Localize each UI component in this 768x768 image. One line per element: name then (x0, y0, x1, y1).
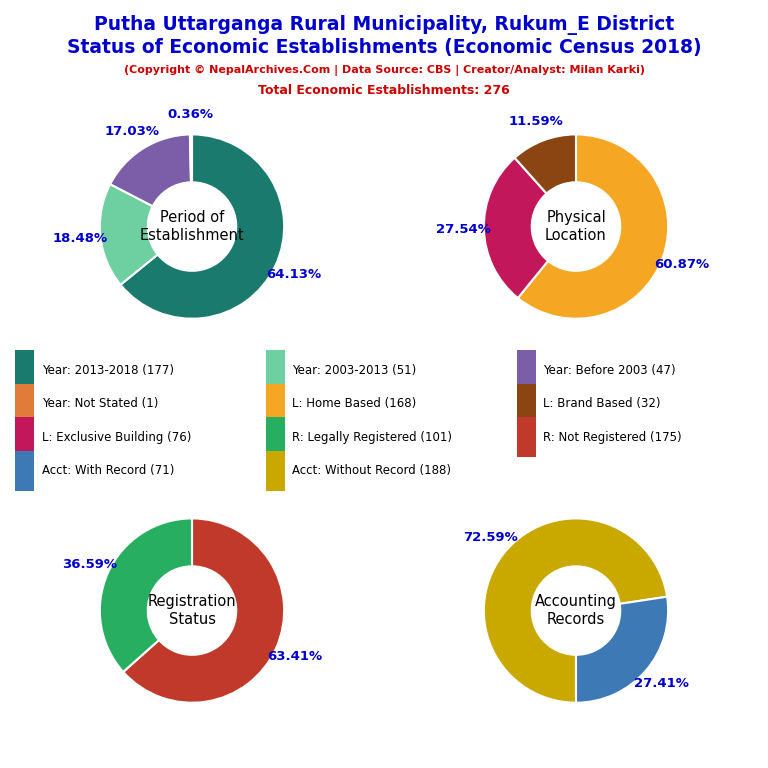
Bar (266, 451, 285, 491)
Text: 60.87%: 60.87% (654, 258, 710, 270)
Wedge shape (484, 518, 667, 703)
Text: Physical
Location: Physical Location (545, 210, 607, 243)
Text: 72.59%: 72.59% (463, 531, 518, 544)
Text: 27.41%: 27.41% (634, 677, 689, 690)
Text: Acct: Without Record (188): Acct: Without Record (188) (293, 465, 452, 478)
Text: L: Home Based (168): L: Home Based (168) (293, 397, 417, 410)
Wedge shape (100, 184, 157, 285)
Text: 11.59%: 11.59% (508, 115, 564, 128)
Bar (266, 383, 285, 424)
Text: Year: Before 2003 (47): Year: Before 2003 (47) (543, 363, 676, 376)
Text: 18.48%: 18.48% (52, 232, 108, 244)
Text: Year: 2003-2013 (51): Year: 2003-2013 (51) (293, 363, 417, 376)
Bar (266, 417, 285, 458)
Wedge shape (515, 134, 576, 194)
Text: Total Economic Establishments: 276: Total Economic Establishments: 276 (258, 84, 510, 98)
Text: Year: 2013-2018 (177): Year: 2013-2018 (177) (41, 363, 174, 376)
Text: R: Legally Registered (101): R: Legally Registered (101) (293, 431, 452, 444)
Text: Year: Not Stated (1): Year: Not Stated (1) (41, 397, 158, 410)
Wedge shape (484, 157, 548, 298)
Text: Status of Economic Establishments (Economic Census 2018): Status of Economic Establishments (Econo… (67, 38, 701, 58)
Text: 36.59%: 36.59% (62, 558, 117, 571)
Text: Registration
Status: Registration Status (147, 594, 237, 627)
Text: Period of
Establishment: Period of Establishment (140, 210, 244, 243)
Text: 0.36%: 0.36% (167, 108, 214, 121)
Text: 27.54%: 27.54% (436, 223, 491, 236)
Bar (517, 383, 536, 424)
Text: L: Brand Based (32): L: Brand Based (32) (543, 397, 660, 410)
Bar (15, 350, 34, 390)
Wedge shape (123, 518, 284, 703)
Text: 17.03%: 17.03% (105, 124, 160, 137)
Bar (15, 383, 34, 424)
Text: Accounting
Records: Accounting Records (535, 594, 617, 627)
Wedge shape (110, 134, 191, 206)
Bar (517, 350, 536, 390)
Text: R: Not Registered (175): R: Not Registered (175) (543, 431, 682, 444)
Bar (517, 417, 536, 458)
Bar (15, 451, 34, 491)
Text: (Copyright © NepalArchives.Com | Data Source: CBS | Creator/Analyst: Milan Karki: (Copyright © NepalArchives.Com | Data So… (124, 65, 644, 76)
Wedge shape (121, 134, 284, 319)
Wedge shape (100, 518, 192, 672)
Text: Acct: With Record (71): Acct: With Record (71) (41, 465, 174, 478)
Wedge shape (190, 134, 192, 182)
Text: 64.13%: 64.13% (266, 268, 321, 281)
Bar (15, 417, 34, 458)
Wedge shape (576, 597, 668, 703)
Wedge shape (518, 134, 668, 319)
Bar (266, 350, 285, 390)
Text: L: Exclusive Building (76): L: Exclusive Building (76) (41, 431, 191, 444)
Text: Putha Uttarganga Rural Municipality, Rukum_E District: Putha Uttarganga Rural Municipality, Ruk… (94, 15, 674, 35)
Text: 63.41%: 63.41% (267, 650, 322, 663)
